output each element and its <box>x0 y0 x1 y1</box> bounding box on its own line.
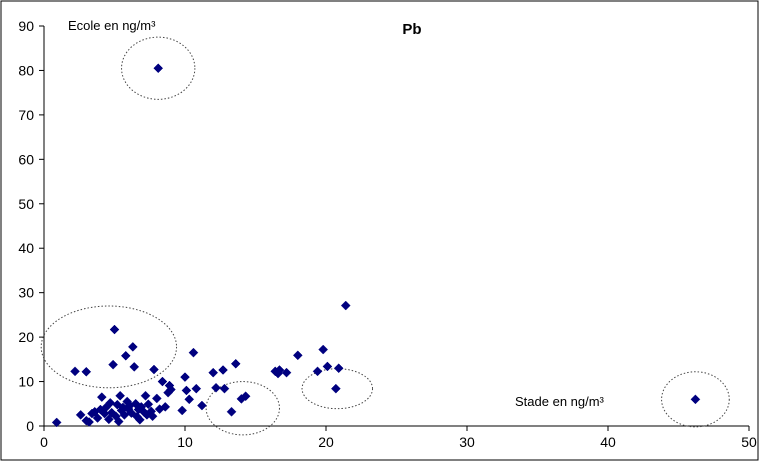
chart-title: Pb <box>402 21 421 38</box>
x-tick-label: 0 <box>40 434 48 450</box>
x-tick-label: 40 <box>600 434 616 450</box>
y-tick-label: 90 <box>18 18 34 34</box>
y-tick-label: 40 <box>18 240 34 256</box>
y-tick-label: 70 <box>18 107 34 123</box>
y-tick-label: 20 <box>18 329 34 345</box>
y-tick-label: 60 <box>18 151 34 167</box>
y-tick-label: 0 <box>26 418 34 434</box>
x-tick-label: 20 <box>318 434 334 450</box>
x-tick-label: 10 <box>177 434 193 450</box>
y-axis-label: Ecole en ng/m³ <box>68 18 156 33</box>
y-tick-label: 30 <box>18 285 34 301</box>
x-tick-label: 30 <box>459 434 475 450</box>
x-tick-label: 50 <box>741 434 757 450</box>
x-axis-label: Stade en ng/m³ <box>515 394 605 409</box>
y-tick-label: 80 <box>18 62 34 78</box>
y-tick-label: 10 <box>18 374 34 390</box>
y-tick-label: 50 <box>18 196 34 212</box>
